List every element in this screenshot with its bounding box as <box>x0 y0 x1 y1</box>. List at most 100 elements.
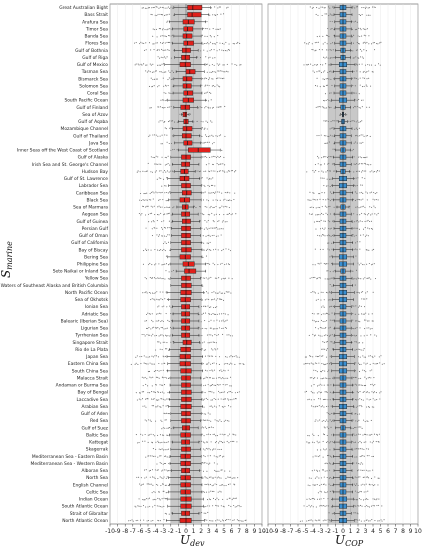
outlier-point <box>231 399 233 401</box>
outlier-point <box>370 398 372 400</box>
outlier-point <box>352 42 355 44</box>
outlier-point <box>143 42 145 44</box>
outlier-point <box>161 156 163 158</box>
outlier-point <box>207 184 209 187</box>
outlier-point <box>137 519 139 521</box>
outlier-point <box>170 170 172 172</box>
outlier-point <box>214 156 216 158</box>
outlier-point <box>211 143 214 145</box>
outlier-point <box>372 356 374 358</box>
outlier-point <box>358 228 360 230</box>
outlier-point <box>163 85 165 87</box>
outlier-point <box>167 441 169 443</box>
x-tick-label: 3 <box>364 528 368 535</box>
outlier-point <box>133 42 136 44</box>
outlier-point <box>326 476 328 479</box>
outlier-point <box>164 263 166 265</box>
box-65 <box>324 461 364 466</box>
outlier-point <box>218 170 220 172</box>
outlier-point <box>204 377 206 379</box>
outlier-point <box>217 70 219 72</box>
outlier-point <box>377 199 379 201</box>
outlier-point <box>214 469 216 471</box>
outlier-point <box>157 456 159 458</box>
outlier-point <box>363 135 365 137</box>
outlier-point <box>358 419 360 421</box>
outlier-point <box>368 7 370 9</box>
outlier-point <box>328 107 331 109</box>
outlier-point <box>318 49 320 51</box>
outlier-point <box>313 384 315 386</box>
outlier-point <box>317 234 319 236</box>
outlier-point <box>222 333 224 336</box>
outlier-point <box>329 441 332 443</box>
outlier-point <box>324 278 326 280</box>
outlier-point <box>222 319 224 321</box>
outlier-point <box>155 384 157 386</box>
outlier-point <box>320 291 322 293</box>
outlier-point <box>354 426 356 429</box>
sea-label: Ligurian Sea <box>81 326 109 332</box>
x-tick-label: 8 <box>401 528 405 535</box>
outlier-point <box>214 86 216 88</box>
outlier-point <box>172 269 175 271</box>
outlier-point <box>202 235 204 237</box>
outlier-point <box>370 334 372 336</box>
outlier-point <box>364 206 366 208</box>
outlier-point <box>329 391 331 393</box>
iqr-box <box>183 90 194 96</box>
outlier-point <box>371 519 373 521</box>
outlier-point <box>161 120 163 122</box>
outlier-point <box>161 107 163 109</box>
outlier-point <box>310 63 312 65</box>
outlier-point <box>215 205 217 208</box>
outlier-point <box>213 490 215 492</box>
outlier-point <box>230 355 232 357</box>
outlier-point <box>329 490 331 493</box>
outlier-point <box>216 420 218 422</box>
outlier-point <box>207 384 209 386</box>
outlier-point <box>158 505 160 507</box>
outlier-point <box>353 163 355 165</box>
outlier-point <box>140 192 142 195</box>
outlier-point <box>229 199 231 201</box>
outlier-point <box>354 227 356 229</box>
outlier-point <box>201 305 203 308</box>
outlier-point <box>363 85 365 87</box>
outlier-point <box>212 199 214 201</box>
outlier-point <box>368 455 370 457</box>
outlier-point <box>228 277 230 279</box>
outlier-point <box>333 57 335 59</box>
outlier-point <box>166 7 168 9</box>
outlier-point <box>157 440 159 442</box>
box-2 <box>315 12 371 18</box>
outlier-point <box>160 64 162 66</box>
outlier-point <box>361 14 363 16</box>
outlier-point <box>162 384 164 386</box>
outlier-point <box>236 356 238 358</box>
outlier-point <box>170 221 172 223</box>
outlier-point <box>167 484 169 486</box>
outlier-point <box>152 206 154 208</box>
outlier-point <box>365 35 367 37</box>
outlier-point <box>353 328 355 330</box>
box-6 <box>133 40 241 46</box>
outlier-point <box>153 192 155 194</box>
sea-label: Mediterranean Sea - Eastern Basin <box>32 454 108 460</box>
outlier-point <box>359 71 361 73</box>
outlier-point <box>217 292 219 294</box>
outlier-point <box>227 398 229 400</box>
udev-axis-title-main: U <box>180 533 191 547</box>
outlier-point <box>357 291 359 294</box>
outlier-point <box>322 398 324 401</box>
outlier-point <box>154 435 156 437</box>
box-7 <box>311 47 376 53</box>
outlier-point <box>200 469 202 471</box>
outlier-point <box>312 264 314 266</box>
outlier-point <box>373 392 375 394</box>
outlier-point <box>156 327 158 329</box>
outlier-point <box>213 397 215 400</box>
outlier-point <box>203 506 205 508</box>
outlier-point <box>224 171 226 173</box>
outlier-point <box>221 49 223 51</box>
